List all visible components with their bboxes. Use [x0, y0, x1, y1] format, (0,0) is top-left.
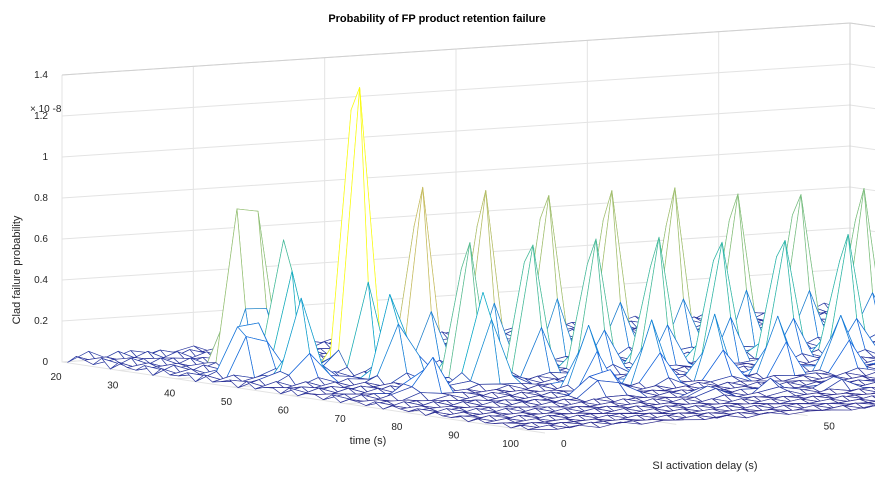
- chart-title: Probability of FP product retention fail…: [328, 13, 545, 25]
- z-tick-label: 1.2: [34, 111, 48, 122]
- z-tick-label: 0.2: [34, 316, 48, 327]
- box-edge: [61, 22, 851, 76]
- z-gridline: [61, 145, 875, 199]
- y-tick-label: 50: [824, 422, 836, 433]
- y-gridline: [61, 75, 546, 434]
- z-gridline: [61, 104, 875, 158]
- x-tick-label: 100: [502, 439, 519, 450]
- x-tick-label: 60: [278, 405, 290, 416]
- z-gridline: [61, 63, 875, 117]
- y-tick-label: 0: [561, 439, 567, 450]
- z-tick-label: 1: [42, 152, 48, 163]
- z-tick-label: 0.8: [34, 193, 48, 204]
- surface-patch: [527, 424, 558, 430]
- x-tick-label: 70: [335, 414, 347, 425]
- x-tick-label: 40: [164, 389, 176, 400]
- z-exponent-label: × 10 -8: [30, 104, 62, 115]
- surface-patch: [871, 386, 875, 390]
- z-tick-label: 1.4: [34, 70, 48, 81]
- tick-labels: 20304050607080901000501001500.20.40.60.8…: [34, 70, 836, 450]
- x-tick-label: 90: [448, 430, 460, 441]
- box-edge: [849, 22, 875, 28]
- y-axis-label: SI activation delay (s): [652, 460, 757, 472]
- x-tick-label: 80: [391, 422, 403, 433]
- x-tick-label: 50: [221, 397, 233, 408]
- z-tick-label: 0.6: [34, 234, 48, 245]
- x-axis-label: time (s): [350, 435, 387, 447]
- surface-mesh: [67, 87, 875, 430]
- z-tick-label: 0: [42, 357, 48, 368]
- x-tick-label: 30: [107, 380, 119, 391]
- z-axis-label: Clad failure probability: [11, 215, 23, 324]
- x-tick-label: 20: [50, 372, 62, 383]
- z-gridline: [61, 22, 875, 76]
- z-tick-label: 0.4: [34, 275, 48, 286]
